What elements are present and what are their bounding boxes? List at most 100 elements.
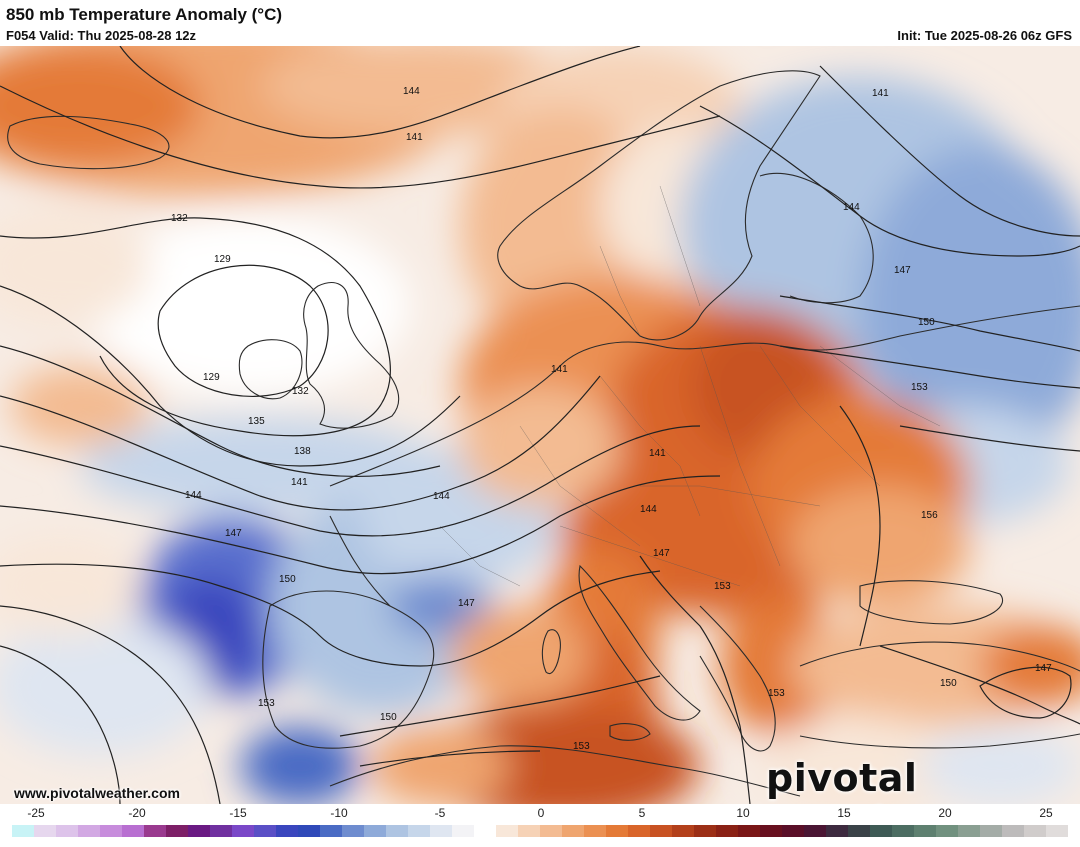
scale-swatch [496,825,518,837]
color-scale: -25 -20 -15 -10 -5 0 5 10 15 20 25 [0,804,1080,847]
anomaly-field [0,46,1080,804]
scale-swatch [122,825,144,837]
source-url: www.pivotalweather.com [14,785,180,801]
coastlines [7,70,1080,797]
anomaly-map: 144 141 132 129 129 132 135 138 141 144 … [0,46,1080,804]
scale-swatch [870,825,892,837]
scale-swatch [782,825,804,837]
scale-swatch [848,825,870,837]
scale-swatch [760,825,782,837]
scale-swatch [78,825,100,837]
geopotential-contours [0,46,1080,804]
scale-tick-label: -20 [128,806,146,820]
map-title: 850 mb Temperature Anomaly (°C) [6,5,283,24]
scale-swatch [254,825,276,837]
scale-swatch [232,825,254,837]
scale-bar [12,825,1068,837]
contour-label: 144 [433,491,450,502]
scale-swatch [738,825,760,837]
scale-swatch [936,825,958,837]
contour-label: 147 [458,598,475,609]
contour-label: 150 [380,712,397,723]
valid-time: F054 Valid: Thu 2025-08-28 12z [6,28,197,43]
scale-swatch [100,825,122,837]
scale-swatch [166,825,188,837]
scale-tick-label: -25 [27,806,45,820]
scale-swatch [562,825,584,837]
scale-swatch [34,825,56,837]
contour-label: 129 [203,372,220,383]
contour-label: 138 [294,446,311,457]
scale-swatch [320,825,342,837]
scale-swatch [892,825,914,837]
contour-label: 156 [921,510,938,521]
scale-swatch [56,825,78,837]
scale-swatch [606,825,628,837]
contour-label: 129 [214,254,231,265]
scale-swatch [210,825,232,837]
scale-swatch [584,825,606,837]
contour-label: 144 [843,202,860,213]
scale-tick-label: 25 [1039,806,1053,820]
contour-label: 153 [573,741,590,752]
scale-tick-label: 10 [736,806,750,820]
scale-swatch [804,825,826,837]
scale-swatch [628,825,650,837]
scale-tick-label: 5 [638,806,646,820]
scale-tick-label: 20 [938,806,952,820]
scale-swatch [914,825,936,837]
scale-swatch [408,825,430,837]
borders [439,185,941,587]
contour-label: 144 [640,504,657,515]
map-svg: 144 141 132 129 129 132 135 138 141 144 … [0,46,1080,804]
contour-label: 153 [911,382,928,393]
scale-swatch [386,825,408,837]
contour-label: 153 [258,698,275,709]
contour-label: 141 [872,88,889,99]
scale-tick-label: -10 [330,806,348,820]
contour-label: 141 [291,477,308,488]
contour-label: 150 [918,317,935,328]
contour-label: 147 [1035,663,1052,674]
header-bar: 850 mb Temperature Anomaly (°C) F054 Val… [0,0,1080,46]
scale-swatch [342,825,364,837]
contour-label: 144 [185,490,202,501]
contour-label: 150 [279,574,296,585]
contour-label: 147 [225,528,242,539]
contour-label: 150 [940,678,957,689]
contour-label: 147 [653,548,670,559]
contour-label: 153 [714,581,731,592]
scale-swatch [276,825,298,837]
scale-swatch [716,825,738,837]
contour-labels: 144 141 132 129 129 132 135 138 141 144 … [171,86,1052,752]
contour-label: 132 [292,386,309,397]
scale-swatch [1046,825,1068,837]
contour-label: 141 [649,448,666,459]
scale-swatch [980,825,1002,837]
scale-swatch [364,825,386,837]
scale-swatch [144,825,166,837]
scale-swatch [694,825,716,837]
init-time: Init: Tue 2025-08-26 06z GFS [897,28,1072,43]
scale-tick-label: -15 [229,806,247,820]
contour-label: 153 [768,688,785,699]
scale-swatch [188,825,210,837]
scale-tick-label: 0 [537,806,545,820]
scale-swatch [672,825,694,837]
scale-swatch [12,825,34,837]
contour-label: 135 [248,416,265,427]
scale-swatch [474,825,496,837]
scale-swatch [430,825,452,837]
scale-swatch [452,825,474,837]
scale-swatch [540,825,562,837]
scale-swatch [298,825,320,837]
contour-label: 141 [551,364,568,375]
scale-swatch [826,825,848,837]
scale-tick-label: 15 [837,806,851,820]
contour-label: 132 [171,213,188,224]
contour-label: 141 [406,132,423,143]
contour-label: 147 [894,265,911,276]
scale-swatch [518,825,540,837]
contour-label: 144 [403,86,420,97]
scale-swatch [1024,825,1046,837]
